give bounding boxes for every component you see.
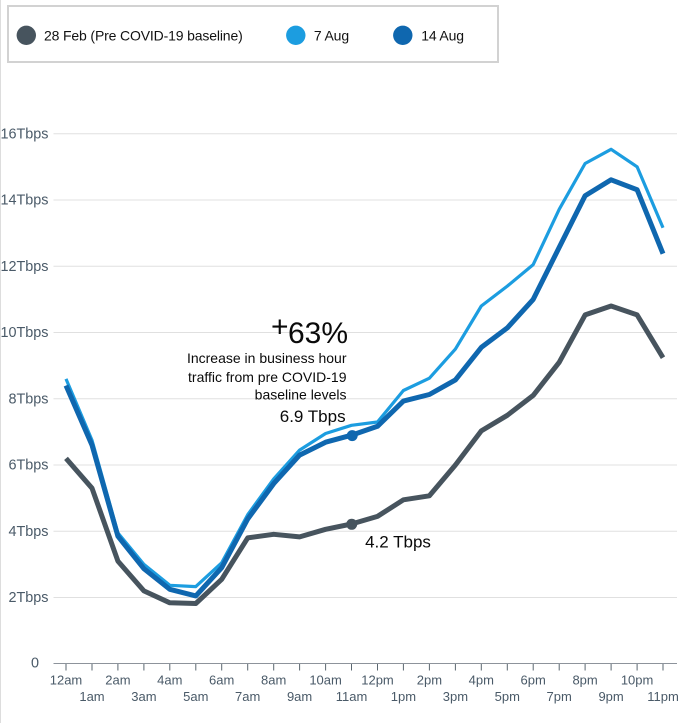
svg-text:3pm: 3pm <box>443 689 468 704</box>
svg-text:63%: 63% <box>288 317 348 350</box>
svg-text:8pm: 8pm <box>572 673 597 688</box>
svg-text:8am: 8am <box>261 673 286 688</box>
svg-text:4pm: 4pm <box>469 673 494 688</box>
svg-text:11pm: 11pm <box>647 689 679 704</box>
svg-text:28 Feb (Pre COVID-19 baseline): 28 Feb (Pre COVID-19 baseline) <box>44 28 243 44</box>
svg-text:Increase in business hour: Increase in business hour <box>187 350 347 366</box>
svg-text:7am: 7am <box>235 689 260 704</box>
svg-text:1pm: 1pm <box>391 689 416 704</box>
svg-text:6pm: 6pm <box>521 673 546 688</box>
svg-text:4Tbps: 4Tbps <box>9 524 49 540</box>
svg-text:5am: 5am <box>183 689 208 704</box>
svg-text:5pm: 5pm <box>495 689 520 704</box>
svg-text:9am: 9am <box>287 689 312 704</box>
svg-text:12am: 12am <box>50 673 83 688</box>
svg-text:7pm: 7pm <box>547 689 572 704</box>
svg-text:6am: 6am <box>209 673 234 688</box>
svg-text:+: + <box>271 311 289 344</box>
svg-text:14Tbps: 14Tbps <box>1 193 49 209</box>
svg-text:12Tbps: 12Tbps <box>1 259 49 275</box>
svg-text:12pm: 12pm <box>361 673 394 688</box>
svg-text:6.9 Tbps: 6.9 Tbps <box>280 407 346 426</box>
svg-text:11am: 11am <box>336 689 368 704</box>
svg-text:10am: 10am <box>309 673 342 688</box>
svg-text:4.2 Tbps: 4.2 Tbps <box>365 533 431 552</box>
svg-text:10pm: 10pm <box>621 673 654 688</box>
svg-text:2pm: 2pm <box>417 673 442 688</box>
svg-text:7 Aug: 7 Aug <box>314 28 349 44</box>
svg-text:2Tbps: 2Tbps <box>9 590 49 606</box>
svg-text:9pm: 9pm <box>598 689 623 704</box>
svg-text:3am: 3am <box>131 689 156 704</box>
svg-text:10Tbps: 10Tbps <box>1 325 49 341</box>
svg-text:0: 0 <box>31 656 39 672</box>
svg-text:6Tbps: 6Tbps <box>9 458 49 474</box>
svg-text:8Tbps: 8Tbps <box>9 392 49 408</box>
svg-text:4am: 4am <box>157 673 182 688</box>
svg-text:16Tbps: 16Tbps <box>1 126 49 142</box>
svg-text:14 Aug: 14 Aug <box>421 28 464 44</box>
svg-text:traffic from pre COVID-19: traffic from pre COVID-19 <box>188 369 347 385</box>
svg-text:baseline levels: baseline levels <box>255 387 347 403</box>
svg-text:1am: 1am <box>79 689 104 704</box>
svg-text:2am: 2am <box>105 673 130 688</box>
